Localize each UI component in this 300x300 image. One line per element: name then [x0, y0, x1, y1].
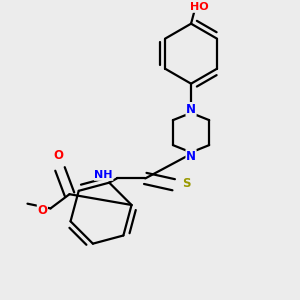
Text: S: S [182, 177, 190, 190]
Text: N: N [186, 103, 196, 116]
Text: N: N [186, 150, 196, 163]
Text: NH: NH [94, 170, 113, 180]
Text: O: O [38, 203, 47, 217]
Text: HO: HO [190, 2, 208, 12]
Text: O: O [53, 149, 63, 162]
